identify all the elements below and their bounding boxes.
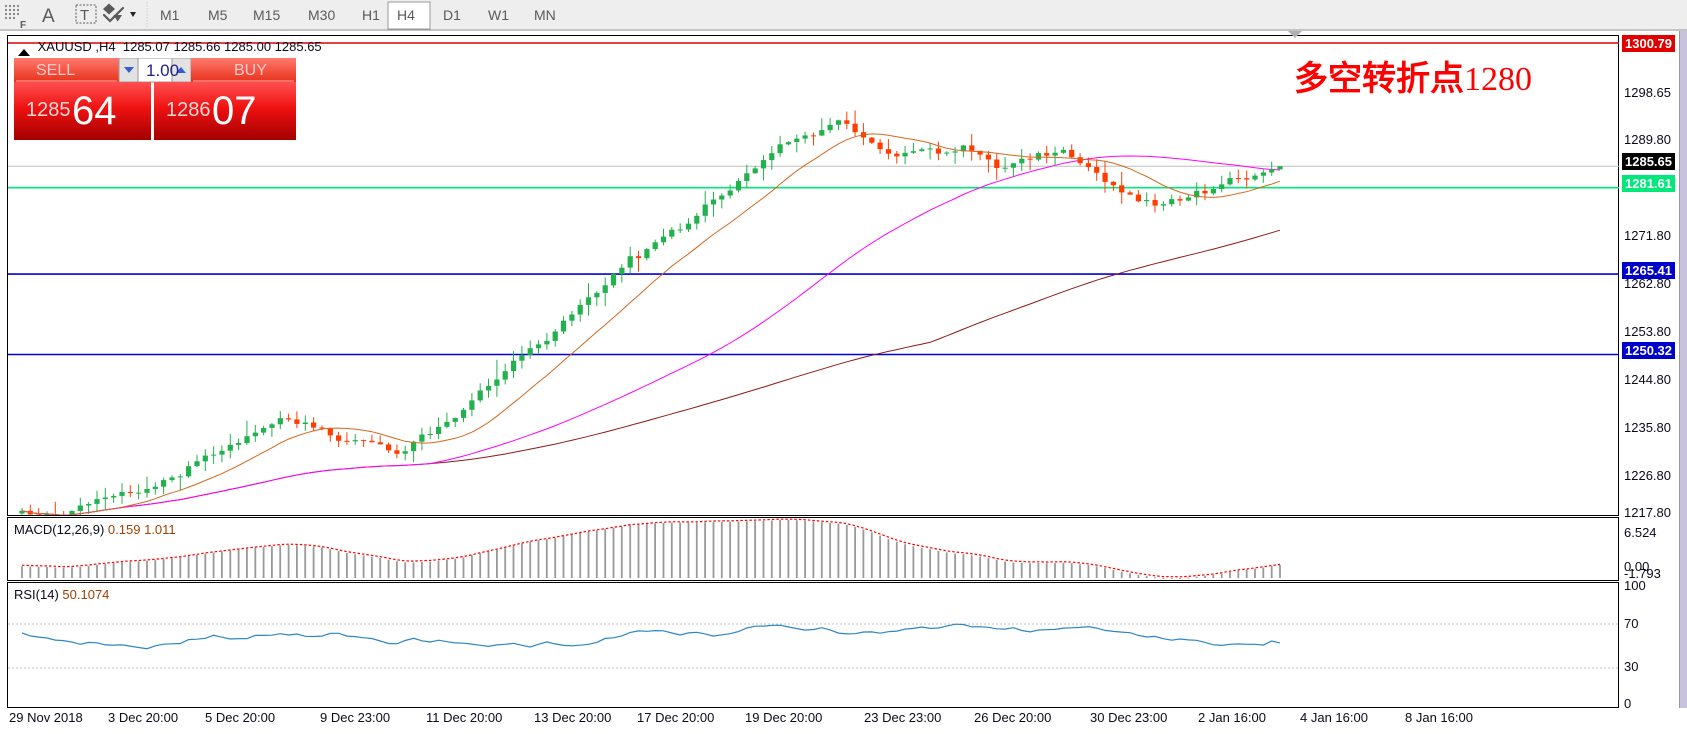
- svg-text:07: 07: [212, 89, 257, 133]
- svg-text:T: T: [80, 7, 89, 24]
- svg-text:M30: M30: [308, 7, 335, 23]
- svg-text:D1: D1: [443, 7, 461, 23]
- svg-text:H4: H4: [397, 7, 415, 23]
- svg-text:1.00: 1.00: [146, 61, 179, 80]
- svg-text:BUY: BUY: [234, 62, 267, 79]
- svg-text:64: 64: [72, 89, 117, 133]
- svg-text:A: A: [42, 6, 55, 27]
- svg-text:W1: W1: [488, 7, 509, 23]
- svg-text:H1: H1: [362, 7, 380, 23]
- svg-text:1286: 1286: [166, 99, 211, 121]
- svg-text:SELL: SELL: [36, 62, 75, 79]
- svg-text:M1: M1: [160, 7, 180, 23]
- svg-text:MN: MN: [534, 7, 556, 23]
- svg-text:M15: M15: [253, 7, 280, 23]
- svg-text:1285: 1285: [26, 99, 71, 121]
- svg-text:M5: M5: [208, 7, 228, 23]
- svg-text:F: F: [20, 20, 26, 31]
